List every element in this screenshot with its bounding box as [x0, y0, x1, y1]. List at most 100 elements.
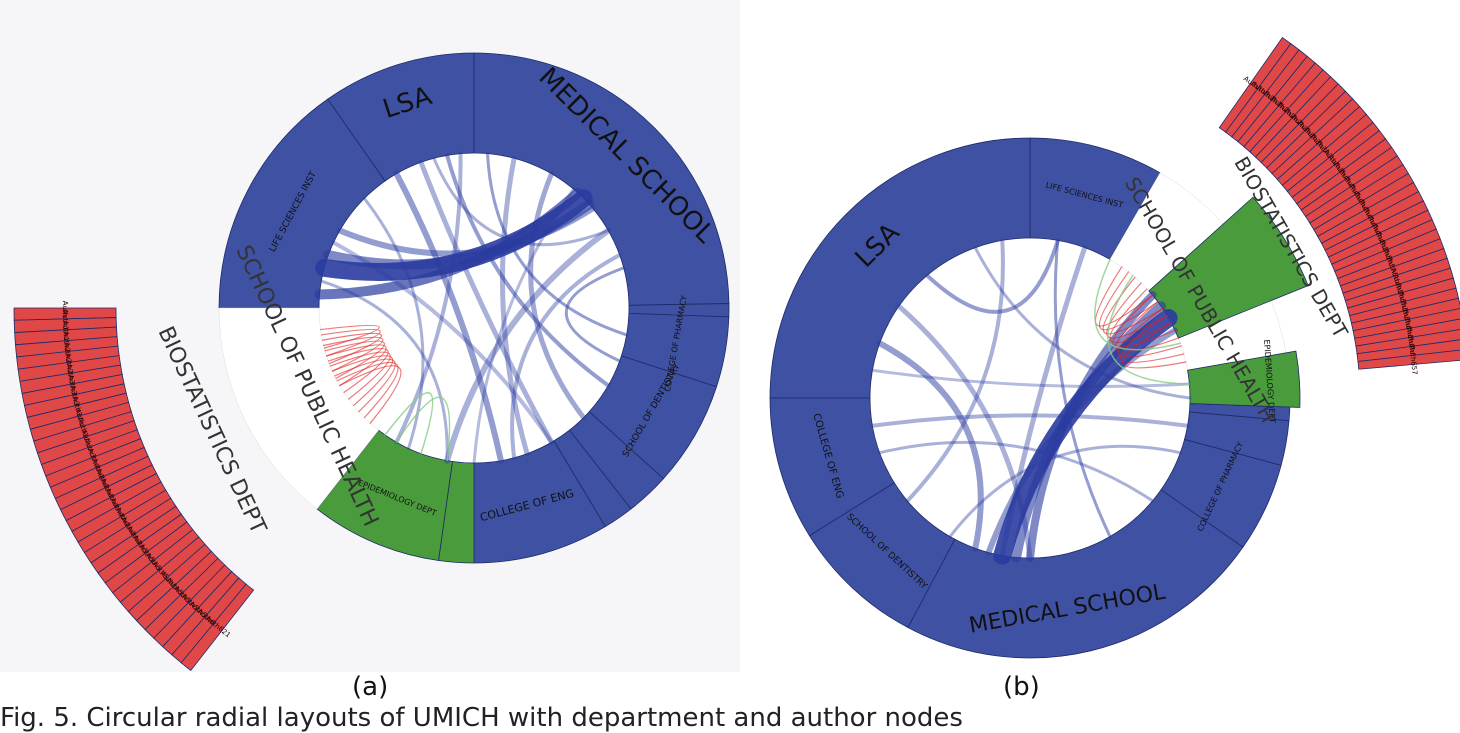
author-node — [153, 564, 233, 648]
link — [564, 266, 626, 363]
author-node — [17, 355, 122, 382]
red-link — [336, 361, 399, 419]
author-node — [90, 505, 182, 574]
red-link — [1095, 266, 1154, 327]
green-link — [395, 396, 451, 462]
author-node — [144, 557, 226, 639]
author-node — [97, 513, 188, 584]
unit-college-eng-b — [769, 397, 895, 537]
author-node — [29, 401, 132, 442]
author-node — [19, 364, 123, 394]
red-link — [1098, 271, 1159, 331]
author-node — [65, 472, 162, 532]
red-link — [1122, 322, 1187, 369]
link — [870, 368, 1191, 388]
author-node — [180, 583, 255, 672]
author-node — [21, 374, 125, 406]
inner-disc-b — [870, 238, 1190, 558]
author-node — [26, 392, 130, 430]
red-link — [321, 332, 382, 365]
panel-a: Auth13 Auth138 Auth182 Auth240 Auth266 Auth28… — [0, 0, 740, 672]
author-node — [33, 411, 135, 454]
author-node — [119, 536, 206, 613]
link — [528, 171, 587, 421]
author-node — [112, 529, 200, 603]
green-link — [384, 392, 434, 455]
caption-a: (a) — [352, 672, 389, 702]
author-node — [71, 481, 167, 543]
red-link — [339, 365, 402, 424]
author-node — [1357, 349, 1460, 370]
author-node — [127, 543, 212, 622]
link — [444, 227, 612, 464]
unit-small2-b — [1188, 403, 1291, 422]
link — [905, 238, 1005, 503]
author-node — [136, 550, 219, 631]
link — [472, 187, 576, 465]
link — [948, 444, 1182, 539]
author-label: Auth240 — [61, 331, 72, 361]
author-node — [23, 383, 127, 418]
link — [314, 187, 583, 300]
author-label: Auth138 — [61, 309, 70, 339]
red-link — [1120, 314, 1185, 363]
author-node — [171, 577, 247, 664]
unit-epidemiology-b — [1187, 350, 1301, 408]
author-label: Auth182 — [61, 320, 71, 350]
link — [393, 170, 504, 464]
author-node — [45, 438, 145, 488]
figure-caption: Fig. 5. Circular radial layouts of UMICH… — [0, 703, 963, 733]
link — [925, 238, 1060, 314]
link — [510, 252, 622, 460]
red-link — [1115, 301, 1179, 353]
author-node — [104, 521, 194, 594]
red-link — [320, 328, 381, 357]
green-link — [1094, 258, 1182, 351]
author-node — [40, 429, 142, 477]
panel-b: Auth37 Auth13 Auth138 Auth182 Auth240 Auth266… — [740, 0, 1460, 672]
red-link — [1112, 294, 1176, 348]
red-link — [334, 358, 396, 413]
link — [896, 303, 1033, 561]
author-node — [83, 497, 177, 564]
author-node — [13, 317, 117, 333]
radial-diagram-a: Auth13Auth138Auth182Auth240Auth266Auth28… — [13, 52, 730, 672]
author-node — [77, 489, 172, 554]
author-node — [36, 420, 138, 465]
radial-diagram-b: Auth37Auth13Auth138Auth182Auth240Auth266… — [769, 37, 1460, 659]
author-node — [15, 336, 119, 358]
link — [418, 159, 554, 445]
unit-school-dentistry-b — [808, 482, 956, 629]
author-node — [16, 345, 120, 370]
link — [336, 205, 596, 257]
link — [999, 245, 1088, 559]
unit-medical-school-a — [473, 52, 730, 306]
link — [432, 156, 610, 247]
author-node — [54, 455, 153, 511]
link — [500, 155, 530, 457]
unit-small-b — [1184, 411, 1290, 466]
link — [323, 199, 595, 270]
link — [445, 153, 611, 388]
link — [870, 413, 1190, 428]
red-link — [324, 340, 385, 379]
author-node — [162, 571, 240, 656]
author-node — [60, 464, 158, 522]
author-label: Auth13 — [61, 301, 69, 326]
unit-green-b — [1148, 196, 1309, 339]
unit-medical-school-b — [907, 489, 1244, 659]
link — [876, 340, 984, 552]
red-link — [325, 344, 387, 387]
link — [1053, 238, 1112, 539]
author-node — [13, 307, 117, 321]
red-link — [1117, 307, 1182, 358]
link — [331, 240, 554, 445]
green-link — [1107, 274, 1191, 385]
red-link — [319, 324, 380, 349]
author-label: Auth657 — [1408, 345, 1419, 375]
red-link — [1109, 288, 1172, 344]
link — [319, 279, 449, 463]
red-link — [331, 355, 394, 407]
unit-lsa-b — [769, 137, 1031, 399]
link — [394, 151, 463, 445]
